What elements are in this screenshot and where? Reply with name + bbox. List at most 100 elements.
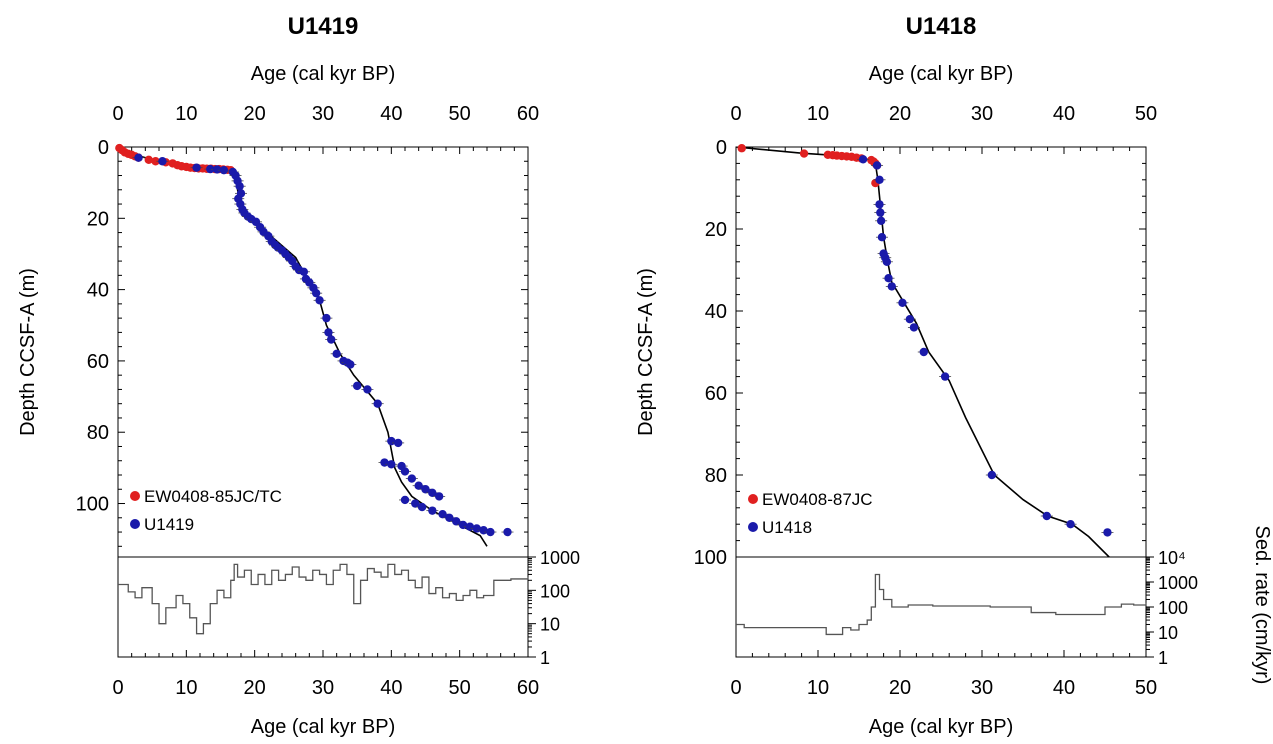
data-point-site (421, 485, 430, 494)
x-tick-label-top: 20 (244, 103, 266, 125)
data-point-site (235, 182, 244, 191)
data-point-site (322, 313, 331, 323)
x-tick-label-top: 10 (807, 103, 829, 125)
sed-rate-tick-label: 1 (1158, 648, 1168, 668)
y-tick-label: 100 (76, 494, 109, 516)
data-point-site (452, 517, 461, 526)
x-tick-label-bottom: 30 (971, 677, 993, 699)
data-point-site (400, 495, 410, 505)
data-point-site (858, 155, 868, 164)
sed-rate-frame (735, 556, 1147, 658)
y-axis-label: Depth CCSF-A (m) (17, 268, 39, 436)
sed-rate-tick-label: 1 (540, 648, 550, 668)
data-point-site (327, 335, 336, 344)
y-tick-label: 0 (98, 137, 109, 159)
x-axis-label-bottom: Age (cal kyr BP) (869, 716, 1013, 738)
x-tick-label-top: 20 (889, 103, 911, 125)
data-point-site (428, 506, 437, 515)
data-point-site (884, 274, 893, 283)
sed-rate-tick-label: 1000 (1158, 573, 1198, 593)
data-point-site (315, 296, 324, 305)
data-point-site (400, 467, 410, 476)
x-tick-label-top: 10 (175, 103, 197, 125)
data-point-site (875, 200, 884, 209)
x-axis-label-bottom: Age (cal kyr BP) (251, 716, 395, 738)
x-tick-label-top: 30 (312, 103, 334, 125)
data-point-site (940, 372, 950, 381)
sed-rate-tick-label: 100 (540, 581, 570, 601)
x-tick-label-top: 30 (971, 103, 993, 125)
y-tick-label: 0 (716, 137, 727, 159)
y-tick-label: 40 (705, 301, 727, 323)
x-tick-label-bottom: 40 (380, 677, 402, 699)
x-tick-label-top: 50 (1135, 103, 1157, 125)
legend-label: U1419 (144, 515, 194, 534)
data-point-site (299, 267, 309, 276)
x-tick-label-bottom: 60 (517, 677, 539, 699)
x-tick-label-bottom: 10 (175, 677, 197, 699)
legend-marker (130, 491, 140, 501)
sed-rate-tick-label: 10 (540, 615, 560, 635)
sed-rate-step-line (736, 573, 1147, 636)
data-point-site (393, 438, 403, 448)
data-point-site (909, 323, 919, 332)
legend-marker (748, 522, 758, 532)
data-point-site (919, 347, 928, 357)
data-point-core (144, 155, 153, 165)
data-point-site (486, 527, 495, 537)
data-point-site (324, 328, 333, 337)
data-point-site (905, 315, 915, 324)
data-point-site (438, 510, 447, 519)
sed-rate-axis-label: Sed. rate (cm/kyr) (1251, 526, 1273, 685)
x-tick-label-bottom: 40 (1053, 677, 1075, 699)
data-point-core (737, 144, 746, 153)
data-point-site (414, 481, 423, 490)
x-tick-label-top: 40 (1053, 103, 1075, 125)
sed-rate-step-line (118, 563, 529, 635)
chart-title: U1419 (288, 13, 359, 40)
x-tick-label-top: 40 (380, 103, 402, 125)
x-tick-label-top: 0 (730, 103, 741, 125)
y-tick-label: 20 (87, 208, 109, 230)
x-tick-label-bottom: 20 (244, 677, 266, 699)
y-tick-label: 60 (705, 383, 727, 405)
data-point-core (151, 157, 160, 166)
y-axis-label: Depth CCSF-A (m) (635, 268, 657, 436)
data-point-site (887, 282, 896, 291)
chart-title: U1418 (906, 13, 977, 40)
data-point-site (373, 399, 382, 408)
data-point-site (882, 257, 892, 266)
legend-marker (130, 519, 140, 529)
sed-rate-tick-label: 10⁴ (1158, 548, 1186, 568)
data-point-site (411, 499, 420, 508)
x-tick-label-bottom: 50 (1135, 677, 1157, 699)
x-axis-label-top: Age (cal kyr BP) (251, 63, 395, 85)
data-point-site (311, 288, 321, 298)
sed-rate-tick-label: 1000 (540, 548, 580, 568)
data-point-site (1066, 520, 1075, 529)
y-tick-label: 40 (87, 280, 109, 302)
sed-rate-frame (117, 556, 529, 658)
data-point-site (407, 474, 417, 483)
data-point-site (219, 165, 229, 175)
data-point-core (799, 149, 809, 158)
data-point-site (332, 349, 341, 358)
data-point-site (206, 164, 215, 174)
legend-label: U1418 (762, 518, 812, 537)
data-point-site (987, 470, 997, 480)
data-point-site (503, 527, 512, 537)
data-point-site (158, 157, 167, 166)
data-point-site (212, 165, 222, 174)
data-point-site (876, 208, 885, 217)
sed-rate-tick-label: 10 (1158, 623, 1178, 643)
data-point-site (445, 513, 454, 522)
y-tick-label: 60 (87, 351, 109, 373)
y-tick-label: 20 (705, 219, 727, 241)
data-point-site (872, 161, 882, 170)
data-point-site (434, 492, 444, 501)
data-point-site (417, 502, 427, 512)
data-point-site (387, 460, 396, 469)
legend-label: EW0408-87JC (762, 490, 873, 509)
data-point-site (1103, 528, 1112, 537)
